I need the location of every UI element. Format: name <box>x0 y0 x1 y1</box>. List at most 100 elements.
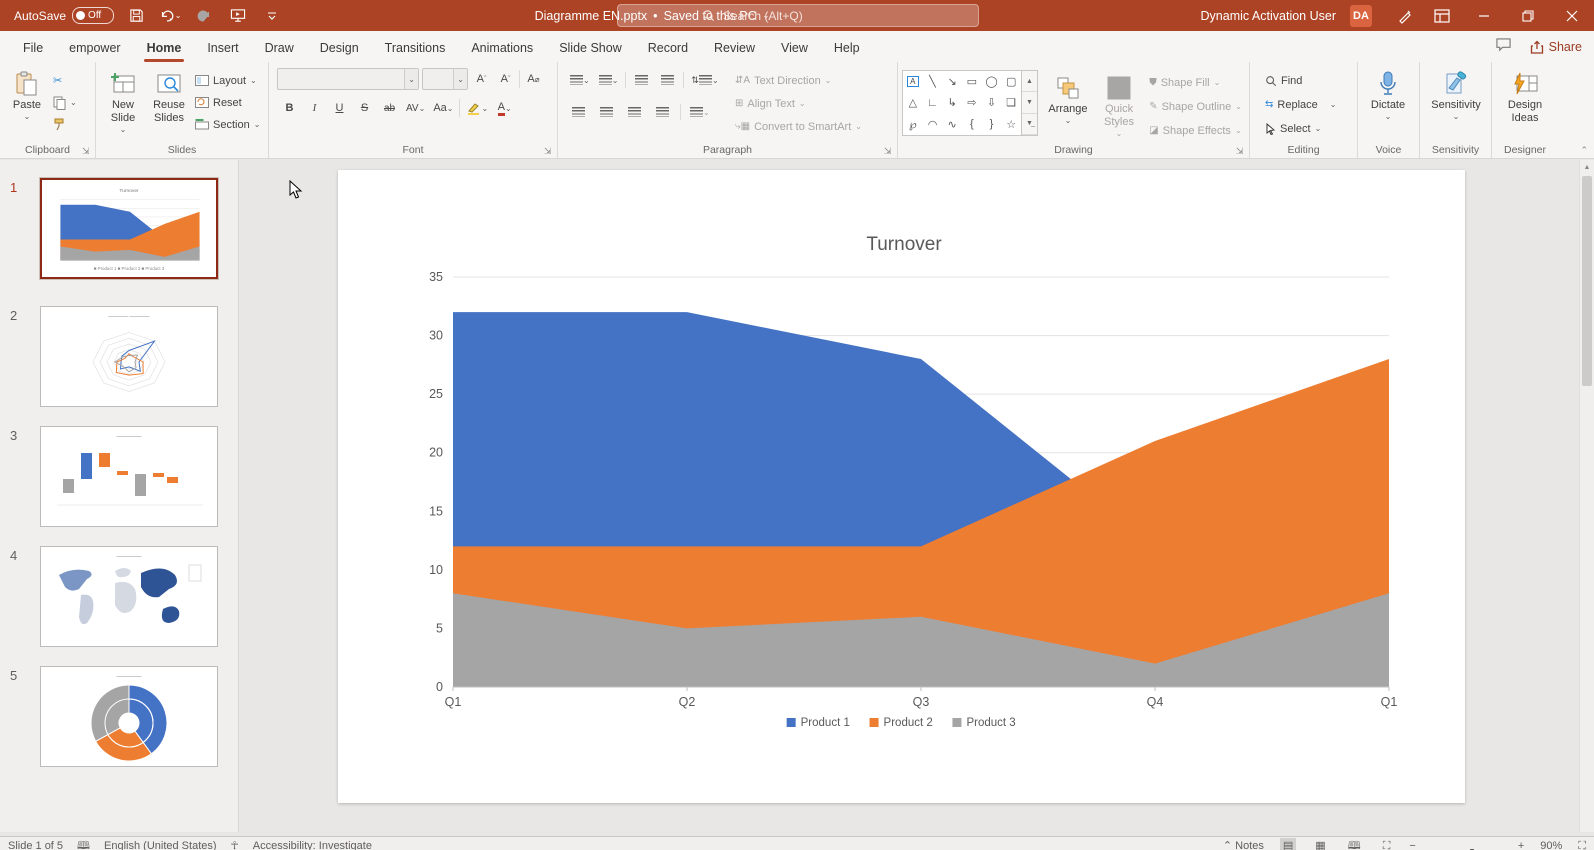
arrange-dropdown-icon[interactable]: ⌄ <box>1064 116 1072 126</box>
spellcheck-book-icon[interactable]: 🕮 <box>77 840 91 850</box>
copy-dropdown-icon[interactable]: ⌄ <box>70 98 77 107</box>
line-spacing-button[interactable]: ⇅ ⌄ <box>691 74 719 85</box>
callout-shape[interactable]: ❏ <box>1006 97 1017 110</box>
autosave-switch[interactable]: Off <box>72 7 115 24</box>
font-dialog-launcher[interactable]: ⇲ <box>544 146 552 156</box>
columns-button[interactable]: ⌄ <box>688 102 712 122</box>
scrollbar-thumb[interactable] <box>1582 176 1592 386</box>
tab-insert[interactable]: Insert <box>207 41 239 55</box>
align-left-button[interactable] <box>568 102 589 122</box>
text-shadow-button[interactable]: ab <box>383 102 396 114</box>
numbering-button[interactable]: ⌄ <box>597 70 621 90</box>
sensitivity-button[interactable]: Sensitivity ⌄ <box>1424 66 1488 135</box>
series-area-product-3[interactable] <box>453 593 1389 687</box>
ribbon-display-options-button[interactable] <box>1422 0 1462 31</box>
tab-view[interactable]: View <box>781 41 808 55</box>
align-center-button[interactable] <box>596 102 617 122</box>
text-box-shape[interactable]: A <box>907 76 919 88</box>
undo-dropdown-icon[interactable]: ⌄ <box>174 11 182 20</box>
scroll-up-icon[interactable]: ▲ <box>1583 163 1591 171</box>
text-direction-button[interactable]: ⇵A Text Direction ⌄ <box>735 74 832 87</box>
justify-button[interactable] <box>652 102 673 122</box>
star-shape[interactable]: ☆ <box>1006 118 1017 131</box>
tab-animations[interactable]: Animations <box>471 41 534 55</box>
reading-view-button[interactable]: 🕮 <box>1347 840 1361 850</box>
tab-transitions[interactable]: Transitions <box>384 41 446 55</box>
shapes-more-button[interactable]: ▼̲ <box>1022 114 1037 135</box>
change-case-button[interactable]: Aa ⌄ <box>433 102 454 114</box>
font-size-combobox[interactable]: ⌄ <box>422 68 468 90</box>
tab-record[interactable]: Record <box>647 41 689 55</box>
slide-thumbnail-2-radar-chart[interactable]: ———— ———— <box>40 306 218 407</box>
underline-button[interactable]: U <box>335 102 344 114</box>
reuse-slides-button[interactable]: Reuse Slides <box>146 66 192 135</box>
customize-quick-access-button[interactable] <box>260 4 284 28</box>
shapes-scroll-down-button[interactable]: ▼ <box>1022 92 1037 114</box>
down-arrow-shape[interactable]: ⇩ <box>986 97 997 110</box>
slide-thumbnail-4-world-map[interactable]: ————— <box>40 546 218 647</box>
dictate-button[interactable]: Dictate ⌄ <box>1362 66 1414 135</box>
oval-shape[interactable]: ◯ <box>985 76 998 89</box>
sensitivity-dropdown-icon[interactable]: ⌄ <box>1452 112 1460 122</box>
tab-help[interactable]: Help <box>833 41 860 55</box>
series-area-product-2[interactable] <box>453 359 1389 687</box>
notes-button[interactable]: ⌃ Notes <box>1222 840 1264 850</box>
share-button[interactable]: Share <box>1530 40 1582 54</box>
slide-thumbnail-1-area-chart[interactable]: Turnover ■ Product 1 ■ Product 2 ■ Produc… <box>39 177 219 280</box>
character-spacing-button[interactable]: AV ⌄ <box>406 102 426 114</box>
normal-view-button[interactable]: ▤ <box>1279 838 1297 850</box>
search-input[interactable]: Search (Alt+Q) <box>617 4 979 27</box>
rounded-rectangle-shape[interactable]: ▢ <box>1005 76 1017 89</box>
decrease-indent-button[interactable] <box>631 70 652 90</box>
tab-review[interactable]: Review <box>714 41 756 55</box>
zoom-slider-thumb[interactable] <box>1469 848 1474 850</box>
zoom-slider[interactable]: − + <box>1409 838 1524 850</box>
section-button[interactable]: Section ⌄ <box>192 114 263 135</box>
title-dropdown-icon[interactable]: ⌄ <box>762 11 770 20</box>
elbow-connector-shape[interactable]: ∟ <box>927 96 938 109</box>
line-shape[interactable]: ╲ <box>929 76 936 89</box>
bold-button[interactable]: B <box>285 102 294 114</box>
replace-button[interactable]: ⇆ Replace ⌄ <box>1265 98 1337 111</box>
slide-sorter-view-button[interactable]: ▦ <box>1315 840 1326 850</box>
clear-formatting-button[interactable]: A ⌀ <box>527 73 540 85</box>
arc-shape[interactable]: ◠ <box>927 118 938 131</box>
tab-draw[interactable]: Draw <box>264 41 294 55</box>
curve-shape[interactable]: ∿ <box>947 118 957 131</box>
zoom-out-icon[interactable]: − <box>1409 840 1416 850</box>
turnover-area-chart[interactable]: 0 5 10 15 20 25 30 35 Q1 Q2 Q3 Q4 Q1 Turnover Product … <box>338 170 1465 803</box>
italic-button[interactable]: I <box>312 102 317 114</box>
shapes-scroll-up-button[interactable]: ▲ <box>1022 71 1037 93</box>
layout-button[interactable]: Layout ⌄ <box>192 70 263 91</box>
start-slideshow-button[interactable] <box>226 4 250 28</box>
fit-to-window-icon[interactable]: ⛶ <box>1578 840 1586 850</box>
align-right-button[interactable] <box>624 102 645 122</box>
comments-button[interactable] <box>1495 37 1512 57</box>
paragraph-dialog-launcher[interactable]: ⇲ <box>884 146 892 156</box>
shapes-gallery[interactable]: A ╲ ↘ ▭ ◯ ▢ △ ∟ ↳ ⇨ ⇩ ❏ ℘ ◠ ∿ <box>902 70 1022 136</box>
accessibility-status[interactable]: Accessibility: Investigate <box>252 840 372 850</box>
text-highlight-button[interactable]: ⌄ <box>464 98 490 118</box>
slide-thumbnail-3-waterfall-chart[interactable]: ————— <box>40 426 218 527</box>
convert-to-smartart-button[interactable]: ⤷▦ Convert to SmartArt ⌄ <box>735 120 862 133</box>
ink-pen-button[interactable] <box>1388 0 1422 31</box>
zoom-in-icon[interactable]: + <box>1517 840 1525 850</box>
chart-title[interactable]: Turnover <box>866 234 942 255</box>
bullets-button[interactable]: ⌄ <box>568 70 592 90</box>
minimize-button[interactable] <box>1462 0 1506 31</box>
slide-thumbnail-5-sunburst-chart[interactable]: ————— <box>40 666 218 767</box>
find-button[interactable]: Find <box>1262 70 1353 91</box>
new-slide-dropdown-icon[interactable]: ⌄ <box>119 125 127 135</box>
strikethrough-button[interactable]: S <box>360 102 369 114</box>
vertical-scrollbar[interactable]: ▲ <box>1579 160 1594 832</box>
clipboard-dialog-launcher[interactable]: ⇲ <box>82 146 90 156</box>
font-name-combobox[interactable]: ⌄ <box>277 68 419 90</box>
save-button[interactable] <box>124 4 148 28</box>
right-brace-shape[interactable]: } <box>989 118 994 131</box>
paste-dropdown-icon[interactable]: ⌄ <box>23 112 31 122</box>
collapse-ribbon-button[interactable]: ⌃ <box>1580 145 1588 155</box>
zoom-level[interactable]: 90% <box>1540 840 1563 850</box>
restore-button[interactable] <box>1506 0 1550 31</box>
